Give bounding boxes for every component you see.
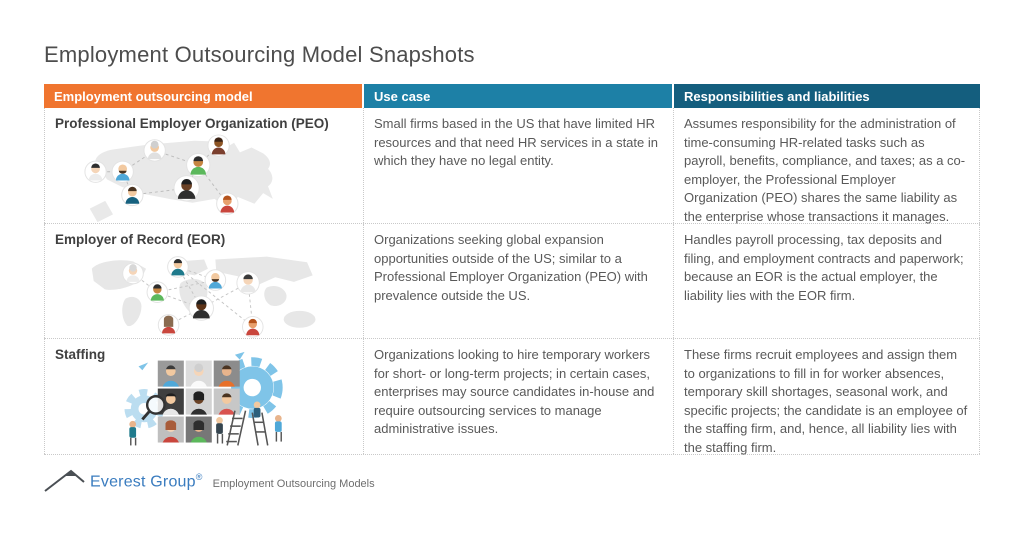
worker-figure — [129, 401, 282, 446]
page-title: Employment Outsourcing Model Snapshots — [44, 42, 475, 67]
model-cell-peo: Professional Employer Organization (PEO) — [44, 108, 364, 223]
use-case-cell-eor: Organizations seeking global expansion o… — [364, 224, 674, 338]
footer: Everest Group® Employment Outsourcing Mo… — [44, 466, 375, 497]
header-use-case: Use case — [364, 84, 674, 108]
paper-plane-icon — [138, 362, 149, 371]
use-case-cell-staffing: Organizations looking to hire temporary … — [364, 339, 674, 454]
model-label-staffing: Staffing — [55, 347, 106, 362]
responsibilities-cell-peo: Assumes responsibility for the administr… — [674, 108, 980, 224]
avatar — [122, 256, 264, 338]
model-label-eor: Employer of Record (EOR) — [55, 232, 226, 247]
avatar — [84, 134, 239, 215]
puzzle-team-illustration — [55, 349, 357, 457]
snapshot-table: Employment outsourcing model Use case Re… — [44, 84, 980, 455]
paper-plane-icon — [234, 351, 245, 360]
us-map-network-illustration — [55, 133, 357, 226]
table-header-row: Employment outsourcing model Use case Re… — [44, 84, 980, 108]
everest-group-wordmark: Everest Group® — [90, 471, 203, 491]
model-label-peo: Professional Employer Organization (PEO) — [55, 116, 329, 131]
table-row-peo: Professional Employer Organization (PEO) — [44, 108, 980, 224]
ladder-icon — [226, 410, 269, 446]
puzzle-grid — [157, 360, 240, 443]
header-model: Employment outsourcing model — [44, 84, 364, 108]
header-responsibilities: Responsibilities and liabilities — [674, 84, 980, 108]
use-case-cell-peo: Small firms based in the US that have li… — [364, 108, 674, 223]
table-row-eor: Employer of Record (EOR) — [44, 224, 980, 339]
responsibilities-cell-eor: Handles payroll processing, tax deposits… — [674, 224, 980, 338]
world-map-network-illustration — [55, 249, 357, 341]
magnifier-icon — [141, 395, 166, 421]
table-row-staffing: Staffing — [44, 339, 980, 455]
model-cell-eor: Employer of Record (EOR) — [44, 224, 364, 338]
responsibilities-cell-staffing: These firms recruit employees and assign… — [674, 339, 980, 455]
registered-mark: ® — [195, 471, 203, 482]
model-cell-staffing: Staffing — [44, 339, 364, 454]
footer-caption: Employment Outsourcing Models — [212, 477, 375, 490]
everest-group-logo-icon — [44, 466, 86, 497]
